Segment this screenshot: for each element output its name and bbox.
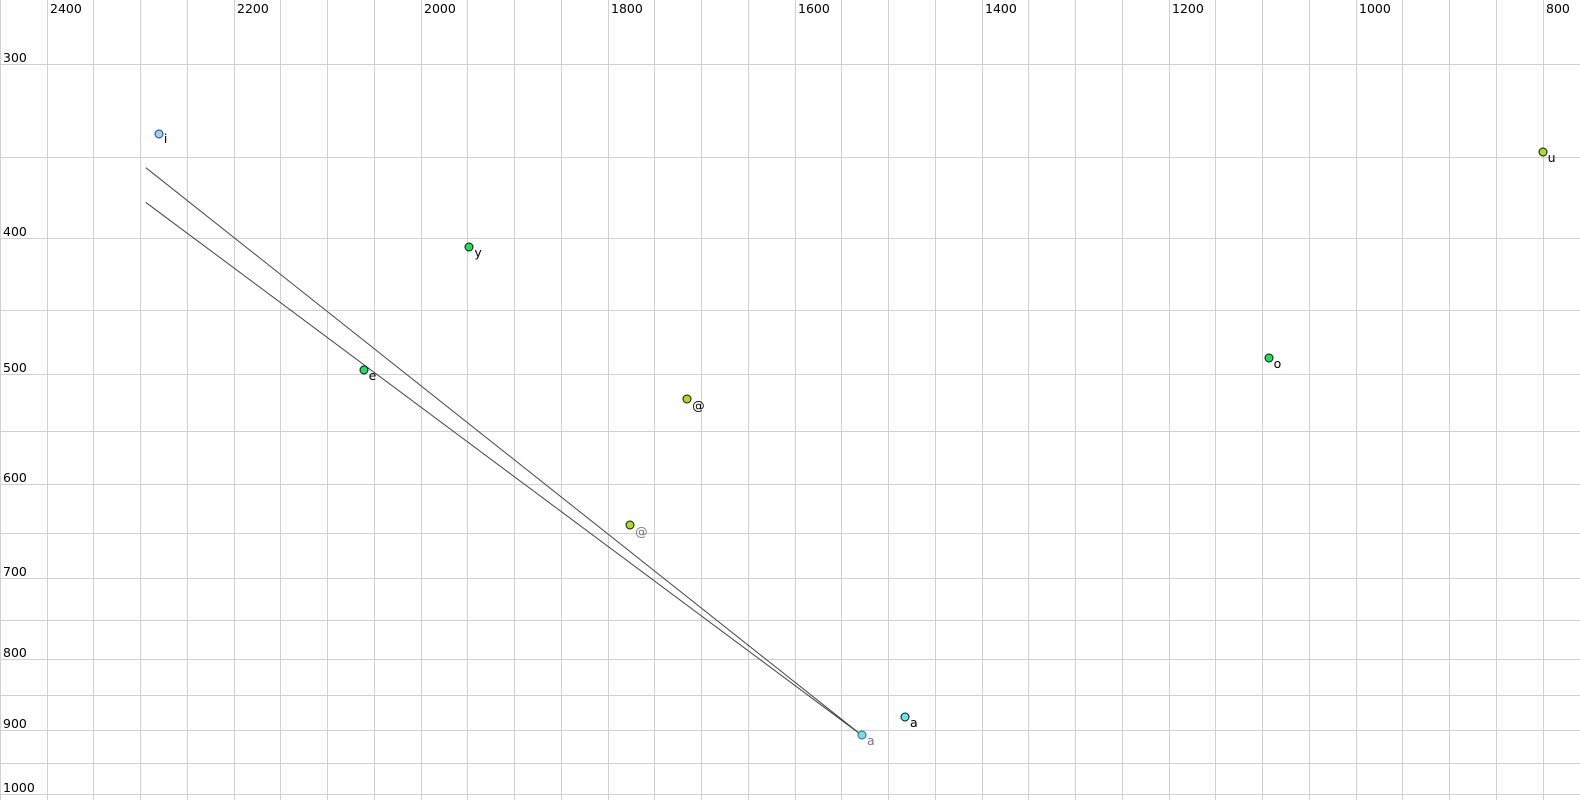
data-point-label: u	[1547, 150, 1556, 166]
x-axis-tick-label: 1000	[1359, 1, 1391, 16]
gridline-vertical-major	[1543, 0, 1544, 800]
gridline-horizontal-minor	[0, 763, 1580, 764]
data-point-label: e	[368, 367, 377, 383]
x-axis-tick-label: 1600	[798, 1, 830, 16]
x-axis-tick-label: 1400	[985, 1, 1017, 16]
gridline-vertical-minor	[1028, 0, 1029, 800]
y-axis-tick-label: 400	[3, 224, 27, 239]
data-point-label: o	[1273, 355, 1282, 371]
gridline-horizontal-major	[0, 794, 1580, 795]
data-point[interactable]	[625, 520, 635, 530]
y-axis-tick-label: 800	[3, 645, 27, 660]
data-point-label: @	[692, 397, 705, 413]
gridline-vertical-minor	[1496, 0, 1497, 800]
x-axis-tick-label: 1800	[611, 1, 643, 16]
gridline-vertical-major	[1356, 0, 1357, 800]
data-point-label: @	[635, 524, 648, 540]
gridline-vertical-minor	[1262, 0, 1263, 800]
gridline-vertical-major	[1169, 0, 1170, 800]
y-axis-tick-label: 500	[3, 360, 27, 375]
gridline-vertical-major	[982, 0, 983, 800]
gridline-vertical-minor	[1122, 0, 1123, 800]
gridline-vertical-minor	[1449, 0, 1450, 800]
data-point[interactable]	[1538, 147, 1548, 157]
data-point[interactable]	[900, 712, 910, 722]
gridline-vertical-minor	[935, 0, 936, 800]
y-axis-tick-label: 300	[3, 50, 27, 65]
data-point[interactable]	[359, 365, 369, 375]
gridline-horizontal-minor	[0, 157, 1580, 158]
gridline-vertical-minor	[1309, 0, 1310, 800]
x-axis-tick-label: 2400	[50, 1, 82, 16]
y-axis-tick-label: 700	[3, 564, 27, 579]
y-axis-tick-label: 1000	[3, 780, 35, 795]
y-axis-tick-label: 600	[3, 470, 27, 485]
data-point-label: a	[909, 715, 918, 731]
x-axis-tick-label: 2200	[237, 1, 269, 16]
gridline-vertical-minor	[140, 0, 141, 800]
gridline-vertical-major	[47, 0, 48, 800]
gridline-vertical-minor	[1075, 0, 1076, 800]
gridline-vertical-minor	[1402, 0, 1403, 800]
gridline-vertical-minor	[888, 0, 889, 800]
x-axis-tick-label: 2000	[424, 1, 456, 16]
gridline-vertical-minor	[93, 0, 94, 800]
y-axis-tick-label: 900	[3, 716, 27, 731]
x-axis-tick-label: 1200	[1172, 1, 1204, 16]
data-point[interactable]	[154, 129, 164, 139]
data-point-label: y	[474, 245, 482, 261]
data-point[interactable]	[682, 394, 692, 404]
x-axis-tick-label: 800	[1546, 1, 1570, 16]
data-point[interactable]	[464, 242, 474, 252]
data-point[interactable]	[857, 730, 867, 740]
gridline-horizontal-major	[0, 64, 1580, 65]
gridline-vertical-minor	[0, 0, 1, 800]
gridline-vertical-minor	[1215, 0, 1216, 800]
data-point-label: a	[866, 733, 875, 749]
data-point-label: i	[163, 131, 168, 147]
data-point[interactable]	[1264, 353, 1274, 363]
